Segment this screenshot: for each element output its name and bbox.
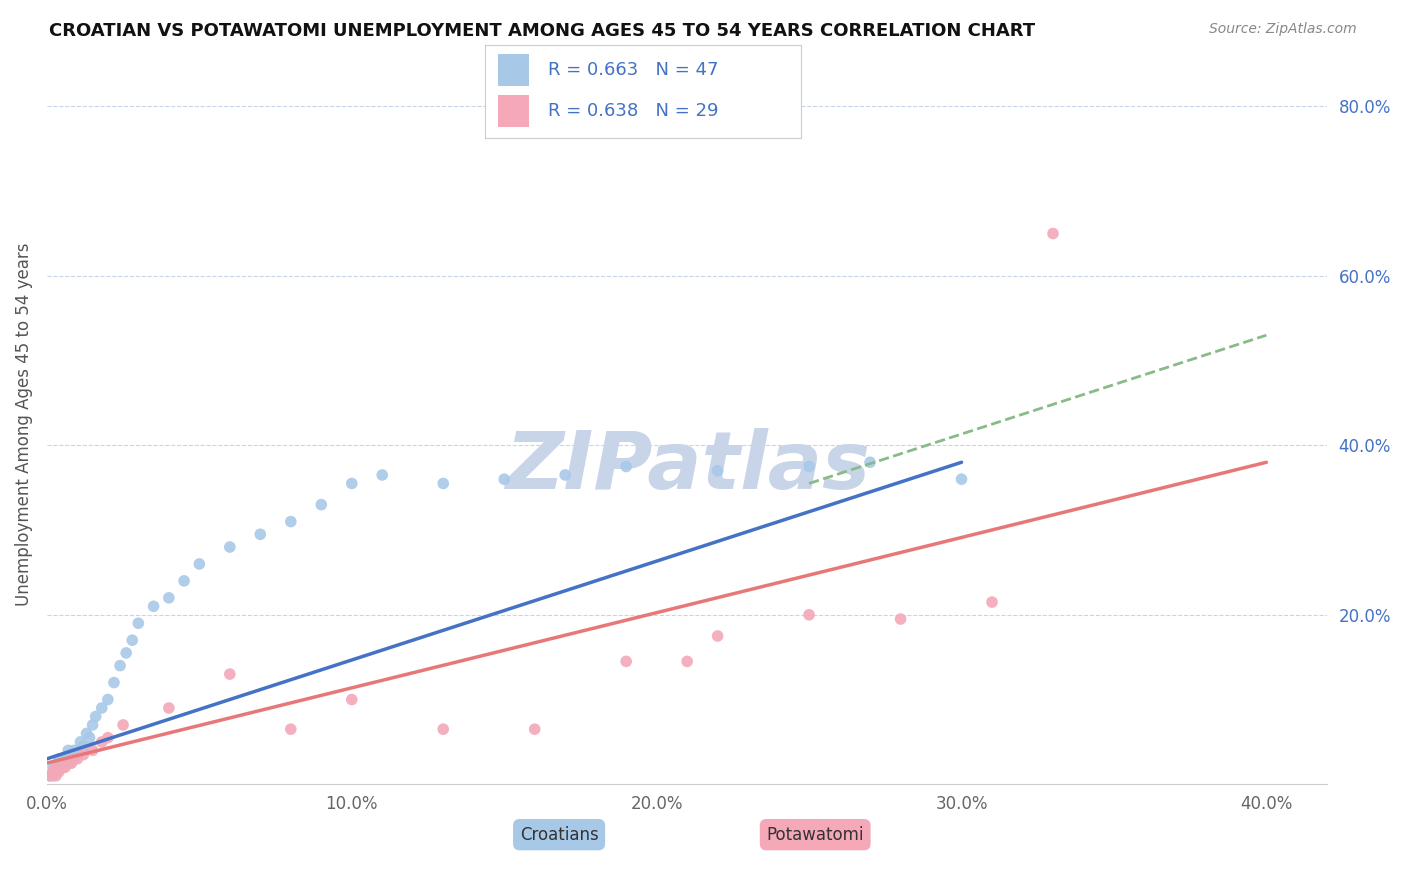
Point [432,722,454,736]
Point [249,527,271,541]
Point [84,709,107,723]
FancyBboxPatch shape [498,95,529,127]
Point [66,752,89,766]
Point [42,760,65,774]
Point [311,498,333,512]
Point [115,646,138,660]
Point [53,760,76,774]
Point [797,607,820,622]
Point [859,455,882,469]
Text: R = 0.638   N = 29: R = 0.638 N = 29 [548,102,718,120]
Point [69,735,91,749]
Point [66,747,89,762]
Point [45,760,67,774]
Point [48,764,70,779]
Point [432,476,454,491]
Point [63,752,86,766]
Point [76,726,98,740]
Point [121,633,143,648]
Text: Source: ZipAtlas.com: Source: ZipAtlas.com [1209,22,1357,37]
Y-axis label: Unemployment Among Ages 45 to 54 years: Unemployment Among Ages 45 to 54 years [15,243,32,606]
Point [340,476,363,491]
Point [42,764,65,779]
Point [706,464,728,478]
Point [218,667,240,681]
Point [173,574,195,588]
Point [554,467,576,482]
Point [58,756,80,770]
Point [48,752,70,766]
Point [706,629,728,643]
Point [60,756,83,770]
Point [127,616,149,631]
Point [614,459,637,474]
Point [97,692,120,706]
Point [53,756,76,770]
Point [51,756,73,770]
Point [63,743,86,757]
Point [72,739,94,753]
Point [890,612,912,626]
Point [42,769,65,783]
Point [218,540,240,554]
Point [90,735,112,749]
Point [103,675,125,690]
Point [72,747,94,762]
Point [45,760,67,774]
Point [371,467,394,482]
Point [188,557,211,571]
Text: ZIPatlas: ZIPatlas [505,428,870,507]
Point [142,599,165,614]
Point [90,701,112,715]
Point [1042,227,1064,241]
Text: R = 0.663   N = 47: R = 0.663 N = 47 [548,61,718,78]
Point [614,654,637,668]
Point [340,692,363,706]
Point [280,722,302,736]
Point [53,752,76,766]
Point [82,718,104,732]
Point [494,472,516,486]
Point [157,701,180,715]
Point [60,756,83,770]
Text: Croatians: Croatians [520,826,599,844]
Point [97,731,120,745]
Point [58,752,80,766]
Point [45,764,67,779]
Point [950,472,973,486]
Point [58,743,80,757]
Point [280,515,302,529]
Point [45,769,67,783]
Point [112,718,135,732]
Point [157,591,180,605]
Point [48,760,70,774]
Point [797,459,820,474]
Point [523,722,546,736]
Point [51,760,73,774]
Point [676,654,699,668]
Point [39,769,62,783]
Text: CROATIAN VS POTAWATOMI UNEMPLOYMENT AMONG AGES 45 TO 54 YEARS CORRELATION CHART: CROATIAN VS POTAWATOMI UNEMPLOYMENT AMON… [49,22,1035,40]
Point [82,743,104,757]
Point [79,731,101,745]
Point [51,760,73,774]
Point [981,595,1004,609]
Text: Potawatomi: Potawatomi [766,826,863,844]
FancyBboxPatch shape [498,54,529,86]
Point [108,658,131,673]
Point [39,769,62,783]
